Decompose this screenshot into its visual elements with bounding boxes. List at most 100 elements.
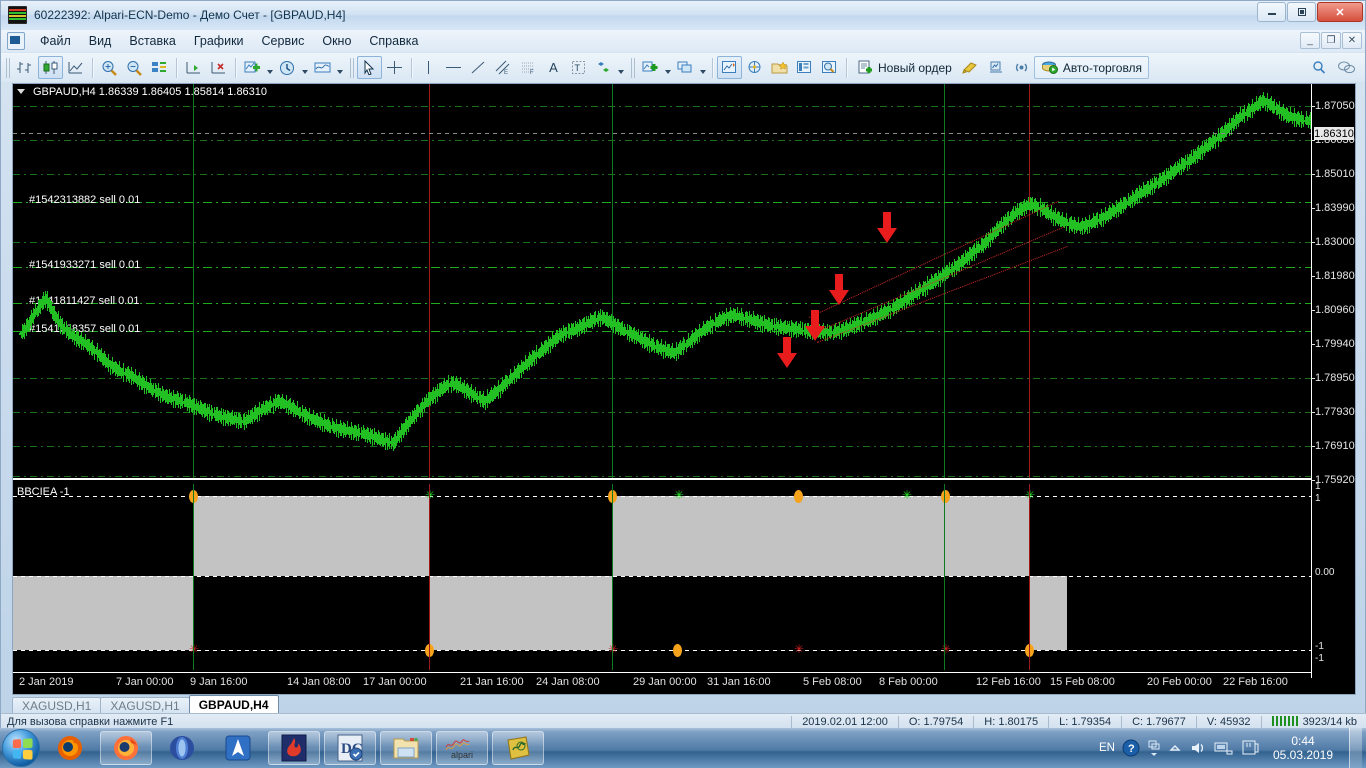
tile-windows-dropdown-arrow[interactable] bbox=[698, 56, 708, 79]
auto-scroll-icon[interactable] bbox=[206, 56, 231, 79]
indicators-dropdown-arrow[interactable] bbox=[265, 56, 275, 79]
tile-windows-icon[interactable] bbox=[673, 56, 698, 79]
data-window-toggle-icon[interactable] bbox=[817, 56, 842, 79]
power-icon[interactable] bbox=[1241, 740, 1261, 756]
candle-wick bbox=[158, 388, 160, 396]
taskbar-dc-app[interactable]: DC bbox=[324, 731, 376, 765]
equidistant-channel-icon[interactable]: E bbox=[491, 56, 516, 79]
toolbar-separator bbox=[411, 57, 412, 78]
volume-icon[interactable] bbox=[1189, 740, 1207, 756]
bar-chart-icon[interactable] bbox=[13, 56, 38, 79]
chart-tab-xagusd-2[interactable]: XAGUSD,H1 bbox=[100, 697, 190, 713]
autotrading-button[interactable]: Авто-торговля bbox=[1033, 56, 1150, 79]
indicator-buy-marker: ✳ bbox=[902, 488, 913, 502]
terminal-icon[interactable] bbox=[767, 56, 792, 79]
templates-dropdown-arrow[interactable] bbox=[335, 56, 345, 79]
new-chart-icon[interactable] bbox=[638, 56, 663, 79]
language-indicator[interactable]: EN bbox=[1099, 742, 1115, 754]
chat-icon[interactable] bbox=[1334, 56, 1359, 79]
help-icon[interactable]: ? bbox=[1122, 739, 1140, 757]
mql5-community-icon[interactable] bbox=[984, 56, 1009, 79]
zoom-out-icon[interactable] bbox=[122, 56, 147, 79]
mdi-restore-button[interactable]: ❐ bbox=[1321, 32, 1341, 49]
trendline-icon[interactable] bbox=[466, 56, 491, 79]
price-pane[interactable]: #1542313882 sell 0.01 #1541933271 sell 0… bbox=[13, 84, 1311, 478]
show-desktop-button[interactable] bbox=[1349, 728, 1362, 768]
text-label-icon[interactable]: T bbox=[566, 56, 591, 79]
tray-expand-icon[interactable] bbox=[1168, 742, 1182, 754]
crosshair-icon[interactable] bbox=[382, 56, 407, 79]
taskbar-metatrader[interactable] bbox=[492, 731, 544, 765]
order-line[interactable] bbox=[13, 303, 1311, 304]
new-chart-dropdown-arrow[interactable] bbox=[663, 56, 673, 79]
taskbar-firefox-2[interactable] bbox=[100, 731, 152, 765]
order-line[interactable] bbox=[13, 331, 1311, 332]
chart-shift-icon[interactable] bbox=[181, 56, 206, 79]
periods-icon[interactable] bbox=[275, 56, 300, 79]
taskbar-flame-app[interactable] bbox=[268, 731, 320, 765]
menu-item-window[interactable]: Окно bbox=[322, 34, 352, 48]
taskbar-explorer-folder[interactable] bbox=[380, 731, 432, 765]
taskbar-alpari[interactable]: alpari bbox=[436, 731, 488, 765]
fibonacci-icon[interactable]: F bbox=[516, 56, 541, 79]
shapes-dropdown-arrow[interactable] bbox=[616, 56, 626, 79]
network-icon[interactable] bbox=[1214, 740, 1234, 756]
order-line[interactable] bbox=[13, 267, 1311, 268]
candlestick-chart-icon[interactable] bbox=[38, 56, 63, 79]
menu-item-insert[interactable]: Вставка bbox=[129, 34, 176, 48]
candle-wick bbox=[381, 432, 383, 444]
indicators-icon[interactable] bbox=[240, 56, 265, 79]
close-button[interactable]: ✕ bbox=[1317, 2, 1363, 22]
taskbar-opera[interactable] bbox=[156, 731, 208, 765]
minimize-button[interactable] bbox=[1257, 2, 1286, 22]
chart-tab-xagusd-1[interactable]: XAGUSD,H1 bbox=[12, 697, 102, 713]
chart-menu-caret-icon[interactable] bbox=[17, 89, 25, 94]
price-scale[interactable]: 1.87050 1.86030 1.85010 1.83990 1.83000 1.819… bbox=[1311, 84, 1355, 678]
price-tick: 1.80960 bbox=[1311, 304, 1355, 316]
search-icon[interactable] bbox=[1307, 56, 1332, 79]
cursor-icon[interactable] bbox=[357, 56, 382, 79]
price-tick: 1.87050 bbox=[1311, 100, 1355, 112]
taskbar-firefox-1[interactable] bbox=[44, 731, 96, 765]
line-chart-icon[interactable] bbox=[63, 56, 88, 79]
strategy-tester-icon[interactable] bbox=[792, 56, 817, 79]
templates-icon[interactable] bbox=[310, 56, 335, 79]
chart-tab-gbpaud[interactable]: GBPAUD,H4 bbox=[188, 695, 279, 713]
horizontal-line-icon[interactable] bbox=[441, 56, 466, 79]
gridline bbox=[13, 476, 1311, 477]
indicator-pane[interactable]: BBCIEA -1 ✳ ✳ ✳ ✳ ✳ ✳ ✳ ✳ bbox=[13, 484, 1311, 670]
candle-wick bbox=[61, 318, 63, 330]
menu-item-charts[interactable]: Графики bbox=[193, 34, 244, 48]
start-button[interactable] bbox=[2, 729, 40, 767]
toolbar-grip-2[interactable] bbox=[350, 57, 354, 78]
chart-window[interactable]: #1542313882 sell 0.01 #1541933271 sell 0… bbox=[12, 83, 1356, 695]
time-axis[interactable]: 2 Jan 2019 7 Jan 00:00 9 Jan 16:00 14 Jan 0… bbox=[13, 672, 1311, 694]
navigator-icon[interactable] bbox=[742, 56, 767, 79]
vertical-line-icon[interactable] bbox=[416, 56, 441, 79]
periods-dropdown-arrow[interactable] bbox=[300, 56, 310, 79]
zoom-in-icon[interactable] bbox=[97, 56, 122, 79]
menu-item-file[interactable]: Файл bbox=[40, 34, 71, 48]
maximize-button[interactable] bbox=[1287, 2, 1316, 22]
menu-item-help[interactable]: Справка bbox=[369, 34, 419, 48]
show-hidden-icons-icon[interactable] bbox=[1147, 739, 1161, 757]
metaeditor-icon[interactable] bbox=[959, 56, 984, 79]
mdi-minimize-button[interactable]: _ bbox=[1300, 32, 1320, 49]
candle-body bbox=[43, 297, 49, 300]
menu-item-tools[interactable]: Сервис bbox=[261, 34, 305, 48]
market-watch-icon[interactable] bbox=[717, 56, 742, 79]
window-title: 60222392: Alpari-ECN-Demo - Демо Счет - … bbox=[34, 8, 346, 22]
toolbar-grip[interactable] bbox=[6, 57, 10, 78]
signals-icon[interactable] bbox=[1009, 56, 1034, 79]
order-line[interactable] bbox=[13, 202, 1311, 203]
mdi-close-button[interactable]: ✕ bbox=[1342, 32, 1362, 49]
pane-splitter[interactable] bbox=[13, 478, 1311, 480]
taskbar-clock[interactable]: 0:44 05.03.2019 bbox=[1268, 734, 1338, 762]
new-order-button[interactable]: Новый ордер bbox=[851, 56, 959, 79]
toolbar-grip-3[interactable] bbox=[631, 57, 635, 78]
menu-item-view[interactable]: Вид bbox=[88, 34, 112, 48]
text-icon[interactable]: A bbox=[549, 60, 558, 75]
shapes-icon[interactable] bbox=[591, 56, 616, 79]
data-window-icon[interactable] bbox=[147, 56, 172, 79]
taskbar-navigator-app[interactable] bbox=[212, 731, 264, 765]
